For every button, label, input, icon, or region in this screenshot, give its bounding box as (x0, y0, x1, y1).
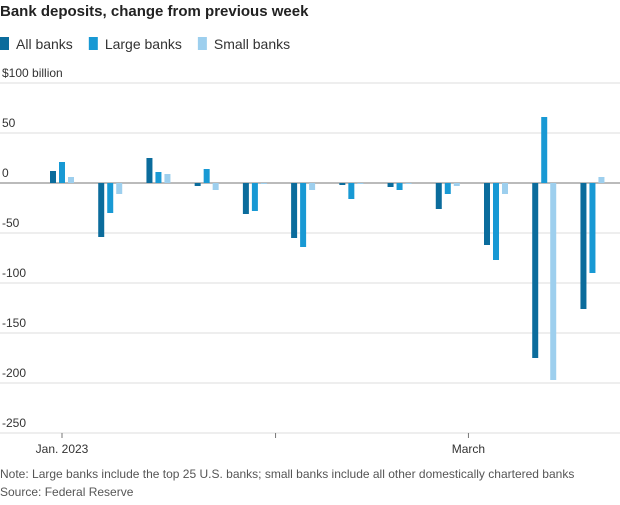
bar (300, 183, 307, 247)
bar (146, 158, 153, 183)
source: Source: Federal Reserve (0, 485, 134, 499)
legend-label: Small banks (214, 36, 290, 52)
bar (598, 177, 605, 183)
bar (242, 183, 249, 214)
y-tick-label: -100 (2, 266, 26, 280)
bar (387, 183, 394, 187)
legend-swatch (197, 37, 207, 50)
bar (541, 117, 548, 183)
bar (164, 174, 171, 183)
bar (260, 183, 267, 184)
y-tick-label: -50 (2, 216, 20, 230)
bar (357, 183, 364, 184)
bar (550, 183, 557, 380)
bar (98, 183, 105, 237)
bar (405, 183, 412, 184)
bar (339, 183, 346, 185)
bar (348, 183, 355, 199)
bar (203, 169, 210, 183)
bar (251, 183, 258, 211)
y-tick-label: $100 billion (2, 66, 63, 80)
bar (212, 183, 219, 190)
bar (453, 183, 460, 186)
bar (116, 183, 123, 194)
bar (107, 183, 114, 213)
y-tick-label: 50 (2, 116, 16, 130)
bar (309, 183, 316, 190)
bar (291, 183, 298, 238)
bar (484, 183, 490, 245)
bar (396, 183, 403, 190)
legend-swatch (88, 37, 98, 50)
x-tick-label: March (452, 442, 485, 456)
chart-title: Bank deposits, change from previous week (0, 3, 309, 20)
bar (502, 183, 508, 194)
bar (532, 183, 539, 358)
y-tick-label: 0 (2, 166, 9, 180)
bar (580, 183, 587, 309)
bar (444, 183, 451, 194)
bar (68, 177, 74, 183)
legend-label: All banks (16, 36, 73, 52)
bar (493, 183, 499, 260)
bar (589, 183, 596, 273)
x-tick-label: Jan. 2023 (36, 442, 89, 456)
note: Note: Large banks include the top 25 U.S… (0, 467, 574, 481)
y-tick-label: -150 (2, 316, 26, 330)
bar (194, 183, 201, 186)
bar (59, 162, 65, 183)
legend-swatch (0, 37, 9, 50)
legend-label: Large banks (105, 36, 182, 52)
bar (50, 171, 56, 183)
bar (435, 183, 442, 209)
y-tick-label: -200 (2, 366, 26, 380)
bar (155, 172, 162, 183)
y-tick-label: -250 (2, 416, 26, 430)
